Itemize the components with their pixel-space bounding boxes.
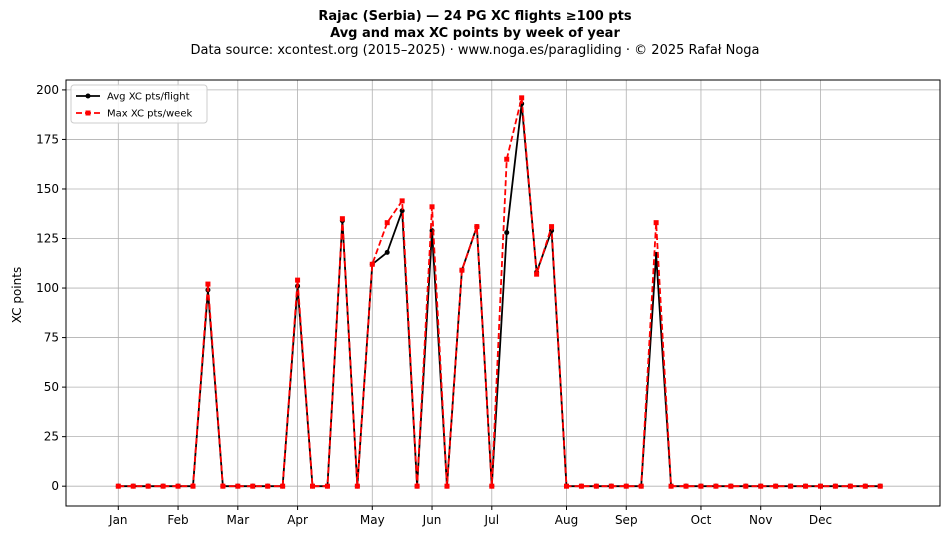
data-point-max <box>788 483 794 489</box>
data-point-max <box>489 483 495 489</box>
data-point-max <box>877 483 883 489</box>
data-point-max <box>250 483 256 489</box>
data-point-max <box>743 483 749 489</box>
data-point-max <box>414 483 420 489</box>
data-point-max <box>444 483 450 489</box>
data-point-max <box>623 483 629 489</box>
plot-frame <box>65 79 941 507</box>
data-point-max <box>698 483 704 489</box>
data-point-max <box>474 224 480 230</box>
data-point-max <box>205 281 211 287</box>
x-tick-label: Aug <box>555 513 578 527</box>
data-point-max <box>832 483 838 489</box>
x-tick-label: Feb <box>167 513 188 527</box>
data-point-avg <box>504 230 510 236</box>
x-tick-label: Jul <box>484 513 499 527</box>
axes: 0 25 50 75 100 125 150 175 200 Jan Feb Mar Apr May Jun… <box>36 83 832 527</box>
data-point-max <box>713 483 719 489</box>
x-tick-label: Sep <box>615 513 638 527</box>
legend-label-0: Avg XC pts/flight <box>107 92 190 103</box>
x-tick-label: Oct <box>691 513 712 527</box>
data-point-max <box>803 483 809 489</box>
y-tick-label: 25 <box>44 430 59 444</box>
data-point-max <box>220 483 226 489</box>
chart-titles: Rajac (Serbia) — 24 PG XC flights ≥100 p… <box>0 8 950 59</box>
data-point-max <box>310 483 316 489</box>
y-tick-label: 0 <box>51 479 59 493</box>
data-point-max <box>280 483 286 489</box>
x-tick-label: Jan <box>108 513 128 527</box>
data-point-max <box>369 261 375 267</box>
data-point-max <box>519 95 525 101</box>
data-point-max <box>399 198 405 204</box>
legend-marker-1 <box>85 110 91 116</box>
legend-label-1: Max XC pts/week <box>107 109 192 120</box>
data-point-max <box>160 483 166 489</box>
data-point-max <box>429 204 435 210</box>
data-point-max <box>115 483 121 489</box>
legend-marker-0 <box>85 93 91 99</box>
x-tick-label: Nov <box>749 513 772 527</box>
data-point-max <box>130 483 136 489</box>
data-point-max <box>683 483 689 489</box>
data-point-max <box>758 483 764 489</box>
x-tick-label: Apr <box>287 513 308 527</box>
data-point-max <box>817 483 823 489</box>
x-tick-label: May <box>360 513 385 527</box>
series-layer <box>115 95 883 489</box>
y-tick-label: 75 <box>44 331 59 345</box>
data-point-avg <box>384 249 390 255</box>
x-tick-label: Jun <box>422 513 442 527</box>
data-point-max <box>862 483 868 489</box>
data-point-max <box>563 483 569 489</box>
data-point-max <box>265 483 271 489</box>
data-point-max <box>339 216 345 222</box>
y-tick-label: 50 <box>44 380 59 394</box>
data-point-max <box>608 483 614 489</box>
data-point-max <box>459 267 465 273</box>
x-tick-label: Mar <box>226 513 249 527</box>
legend: Avg XC pts/flight Max XC pts/week <box>70 84 208 124</box>
data-point-max <box>847 483 853 489</box>
data-point-max <box>175 483 181 489</box>
data-point-max <box>190 483 196 489</box>
data-point-max <box>549 224 555 230</box>
data-point-max <box>324 483 330 489</box>
series-line-0 <box>118 102 881 488</box>
chart-subtitle: Avg and max XC points by week of year <box>330 26 620 41</box>
data-point-max <box>145 483 151 489</box>
chart-title: Rajac (Serbia) — 24 PG XC flights ≥100 p… <box>318 9 632 24</box>
y-tick-label: 200 <box>36 83 59 97</box>
legend-box <box>70 84 208 124</box>
data-point-max <box>773 483 779 489</box>
data-point-max <box>235 483 241 489</box>
y-axis-label: XC points <box>10 267 24 323</box>
data-point-max <box>354 483 360 489</box>
y-tick-label: 150 <box>36 182 59 196</box>
y-tick-label: 125 <box>36 232 59 246</box>
chart-source: Data source: xcontest.org (2015–2025) · … <box>190 43 760 58</box>
data-point-max <box>668 483 674 489</box>
y-tick-label: 175 <box>36 132 59 146</box>
data-point-max <box>384 220 390 226</box>
y-tick-label: 100 <box>36 281 59 295</box>
data-point-max <box>728 483 734 489</box>
data-point-max <box>578 483 584 489</box>
data-point-max <box>653 220 659 226</box>
data-point-max <box>638 483 644 489</box>
data-point-max <box>295 277 301 283</box>
data-point-max <box>534 271 540 277</box>
series-line-1 <box>118 96 881 488</box>
data-point-max <box>593 483 599 489</box>
x-tick-label: Dec <box>809 513 832 527</box>
data-point-max <box>504 156 510 162</box>
